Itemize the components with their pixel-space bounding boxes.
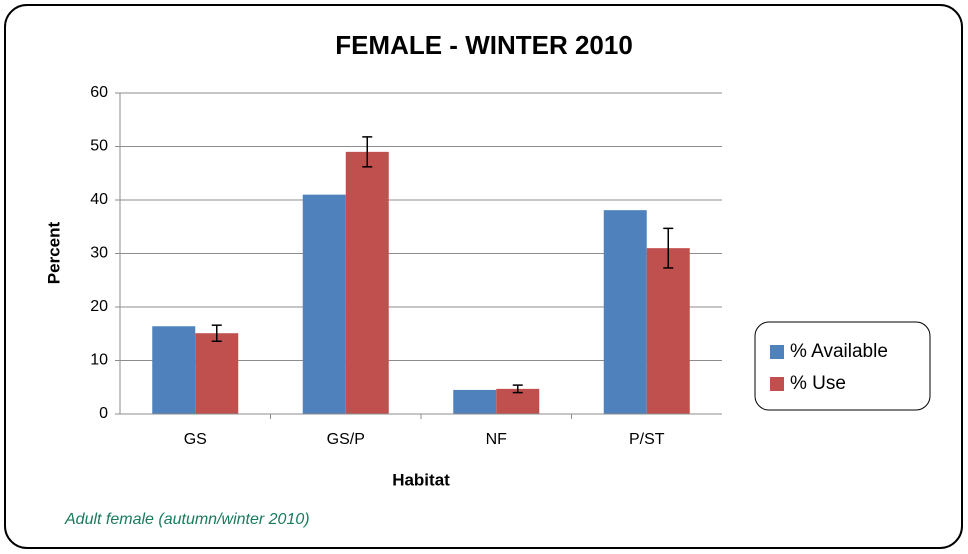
y-tick-label: 40: [90, 191, 108, 208]
y-tick-label: 30: [90, 245, 108, 262]
legend-swatch: [770, 345, 784, 359]
bar: [195, 333, 239, 414]
y-tick-label: 60: [90, 84, 108, 101]
x-tick-label: GS: [184, 431, 207, 448]
x-tick-label: NF: [486, 431, 508, 448]
caption: Adult female (autumn/winter 2010): [64, 511, 310, 528]
bar: [302, 194, 346, 414]
bar: [345, 151, 389, 414]
y-tick-label: 20: [90, 298, 108, 315]
y-tick-label: 0: [99, 405, 108, 422]
chart-title: FEMALE - WINTER 2010: [335, 30, 633, 60]
x-tick-label: GS/P: [327, 431, 365, 448]
bar: [646, 248, 690, 414]
legend-box: [754, 321, 931, 411]
x-tick-label: P/ST: [629, 431, 665, 448]
y-tick-label: 50: [90, 138, 108, 155]
x-axis-label: Habitat: [392, 470, 450, 489]
frame: [4, 4, 963, 549]
bar: [152, 326, 196, 414]
legend-swatch: [770, 377, 784, 391]
y-tick-label: 10: [90, 352, 108, 369]
bar: [453, 389, 497, 414]
y-axis-label: Percent: [44, 221, 63, 284]
legend-label: % Available: [790, 341, 888, 362]
legend-label: % Use: [790, 373, 846, 394]
bar: [603, 210, 647, 414]
